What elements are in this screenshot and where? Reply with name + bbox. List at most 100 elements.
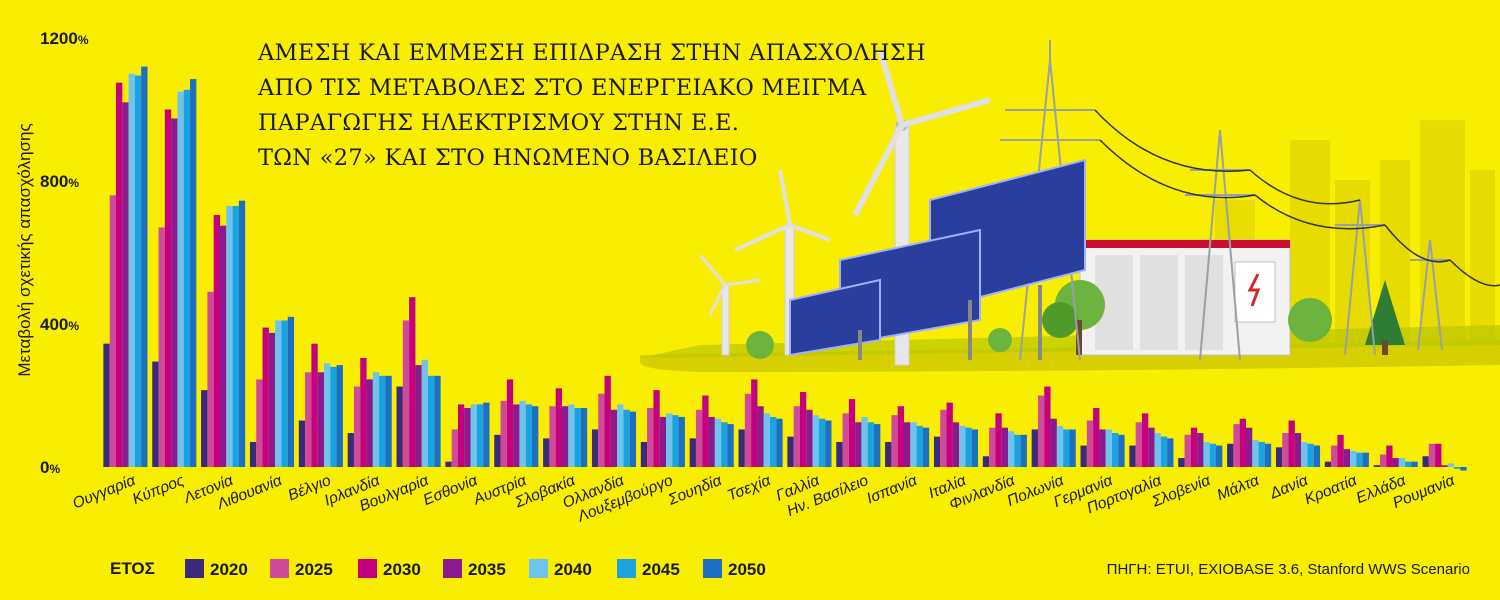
y-axis-label: Μεταβολή σχετικής απασχόλησης bbox=[15, 123, 34, 376]
legend-swatch-2035 bbox=[443, 559, 462, 578]
bar-2050-10 bbox=[629, 411, 637, 467]
bar-group-8 bbox=[494, 379, 539, 467]
bar-2035-5 bbox=[366, 379, 373, 467]
bar-2025-18 bbox=[989, 427, 996, 467]
bar-2050-1 bbox=[190, 79, 197, 468]
bar-2020-17 bbox=[933, 436, 941, 467]
bar-2045-15 bbox=[867, 422, 875, 467]
bar-2020-26 bbox=[1373, 465, 1380, 467]
category-label-1: Κύπρος bbox=[130, 472, 187, 508]
bar-2050-15 bbox=[874, 424, 881, 467]
bar-2035-19 bbox=[1050, 418, 1057, 467]
bar-2025-5 bbox=[353, 386, 361, 467]
bar-2030-27 bbox=[1435, 443, 1442, 467]
bar-2025-11 bbox=[647, 408, 654, 467]
bar-2035-14 bbox=[806, 409, 813, 467]
bar-2020-3 bbox=[249, 441, 257, 467]
bar-group-20 bbox=[1080, 408, 1125, 467]
bar-2025-24 bbox=[1282, 433, 1289, 467]
bar-2045-2 bbox=[232, 206, 239, 467]
bar-2035-8 bbox=[513, 404, 520, 467]
title-line-1: ΑΜΕΣΗ ΚΑΙ ΕΜΜΕΣΗ ΕΠΙΔΡΑΣΗ ΣΤΗΝ ΑΠΑΣΧΟΛΗΣ… bbox=[257, 40, 926, 66]
bar-2020-0 bbox=[103, 343, 110, 467]
bar-2035-12 bbox=[708, 416, 715, 467]
bar-2025-2 bbox=[207, 291, 214, 467]
bar-2050-2 bbox=[238, 200, 246, 467]
bar-2045-24 bbox=[1307, 443, 1314, 467]
bar-2030-0 bbox=[115, 82, 123, 467]
bar-group-13 bbox=[738, 379, 783, 468]
bar-2050-17 bbox=[971, 429, 979, 467]
bar-2030-4 bbox=[311, 343, 318, 467]
bar-group-22 bbox=[1178, 427, 1223, 467]
bar-2050-27 bbox=[1460, 467, 1467, 471]
bar-2030-11 bbox=[653, 390, 660, 467]
legend-swatch-2020 bbox=[185, 559, 204, 578]
bar-2025-3 bbox=[256, 379, 263, 467]
bar-2040-3 bbox=[275, 320, 282, 467]
category-label-13: Τσεχία bbox=[725, 472, 774, 505]
bar-2050-21 bbox=[1167, 438, 1174, 467]
bar-2030-22 bbox=[1190, 427, 1198, 467]
legend-label-2030: 2030 bbox=[383, 560, 421, 579]
title-line-2: ΑΠΟ ΤΙΣ ΜΕΤΑΒΟΛΕΣ ΣΤΟ ΕΝΕΡΓΕΙΑΚΟ ΜΕΙΓΜΑ bbox=[257, 75, 867, 101]
bar-2020-24 bbox=[1275, 447, 1283, 467]
bar-2025-4 bbox=[305, 372, 312, 467]
bar-2050-11 bbox=[678, 416, 685, 467]
bar-2045-4 bbox=[330, 366, 337, 467]
bar-2035-17 bbox=[952, 422, 960, 467]
bar-2045-21 bbox=[1160, 436, 1168, 467]
bar-2045-16 bbox=[916, 425, 923, 467]
bar-2020-25 bbox=[1324, 461, 1332, 467]
bar-2020-21 bbox=[1129, 445, 1136, 467]
bar-2040-21 bbox=[1154, 433, 1161, 467]
bar-2025-23 bbox=[1233, 424, 1240, 467]
bar-2040-5 bbox=[372, 372, 380, 467]
bar-2030-20 bbox=[1093, 408, 1100, 467]
bar-2025-12 bbox=[695, 409, 703, 467]
bar-group-3 bbox=[249, 316, 295, 467]
bar-2030-7 bbox=[457, 404, 465, 467]
bar-2050-26 bbox=[1411, 461, 1418, 467]
bar-2045-27 bbox=[1454, 467, 1461, 469]
legend-item-2045: 2045 bbox=[617, 559, 680, 579]
chart-title: ΑΜΕΣΗ ΚΑΙ ΕΜΜΕΣΗ ΕΠΙΔΡΑΣΗ ΣΤΗΝ ΑΠΑΣΧΟΛΗΣ… bbox=[257, 40, 926, 171]
bar-2025-21 bbox=[1135, 422, 1142, 467]
bar-2020-20 bbox=[1080, 445, 1087, 467]
y-tick-label-0: 0% bbox=[40, 458, 60, 477]
bar-2045-5 bbox=[379, 375, 386, 467]
bar-2040-20 bbox=[1105, 429, 1113, 467]
bar-2040-11 bbox=[666, 413, 673, 468]
bar-2050-13 bbox=[776, 418, 783, 467]
bar-2020-14 bbox=[787, 436, 794, 467]
bar-2020-5 bbox=[347, 433, 354, 467]
bar-2030-26 bbox=[1386, 445, 1393, 467]
bar-2020-16 bbox=[885, 441, 892, 467]
legend-item-2025: 2025 bbox=[270, 559, 333, 579]
bar-2035-3 bbox=[268, 332, 276, 467]
bar-2045-6 bbox=[428, 375, 435, 467]
bar-2025-14 bbox=[793, 406, 800, 467]
bar-group-10 bbox=[591, 375, 637, 467]
bar-2030-25 bbox=[1337, 434, 1344, 467]
bar-group-11 bbox=[640, 390, 685, 468]
legend-item-2035: 2035 bbox=[443, 559, 506, 579]
bar-2035-23 bbox=[1245, 427, 1253, 467]
bar-2045-9 bbox=[574, 408, 581, 467]
legend-title: ΕΤΟΣ bbox=[110, 559, 155, 578]
bar-2030-16 bbox=[897, 406, 904, 467]
bar-2040-9 bbox=[568, 404, 575, 467]
bar-2045-7 bbox=[476, 404, 484, 467]
category-label-12: Σουηδία bbox=[665, 472, 725, 510]
title-line-4: ΤΩΝ «27» ΚΑΙ ΣΤΟ ΗΝΩΜΕΝΟ ΒΑΣΙΛΕΙΟ bbox=[258, 145, 758, 171]
bar-group-17 bbox=[933, 402, 979, 467]
bar-group-16 bbox=[885, 406, 930, 467]
legend-swatch-2025 bbox=[270, 559, 289, 578]
bar-2035-13 bbox=[757, 406, 764, 467]
bar-2040-16 bbox=[910, 422, 917, 467]
solar-panels-decoration bbox=[789, 158, 1086, 360]
y-tick-unit: % bbox=[68, 176, 79, 190]
bar-2020-11 bbox=[640, 441, 648, 467]
